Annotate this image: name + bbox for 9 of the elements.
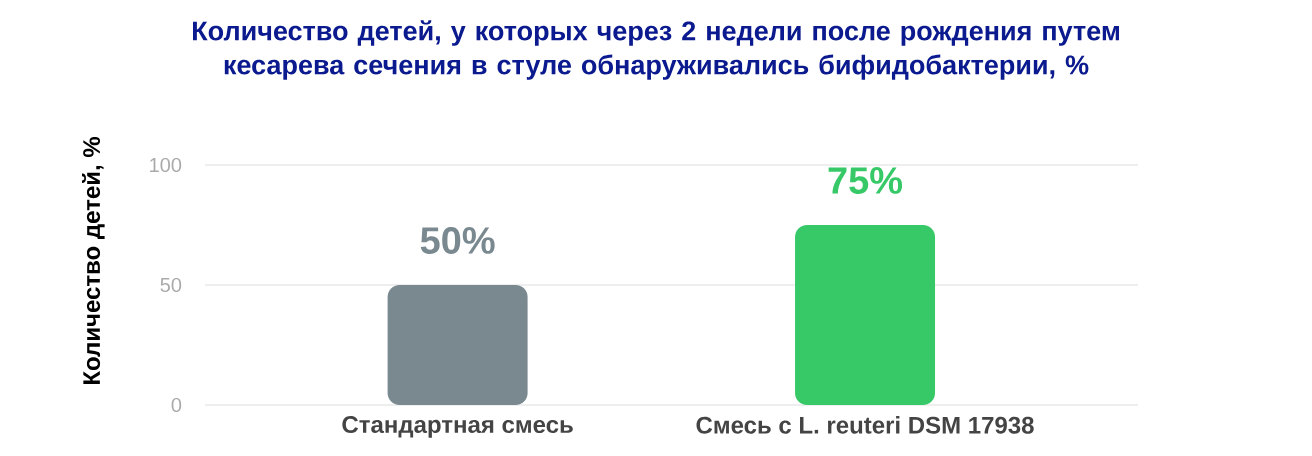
y-axis-title: Количество детей, % xyxy=(82,136,105,385)
x-tick-label: Стандартная смесь xyxy=(342,416,573,438)
chart-title: Количество детей, у которых через 2 недели после рождения путем кесарева сечения в стуле обнаруживались бифидобактерии, % xyxy=(193,20,1119,80)
y-tick-label: 0 xyxy=(171,397,182,413)
data-label: 50% xyxy=(420,227,495,254)
data-label: 75% xyxy=(828,167,903,194)
y-tick-label: 100 xyxy=(150,157,182,173)
y-tick-label: 50 xyxy=(160,277,182,293)
x-tick-label: Смесь с L. reuteri DSM 17938 xyxy=(696,416,1034,434)
